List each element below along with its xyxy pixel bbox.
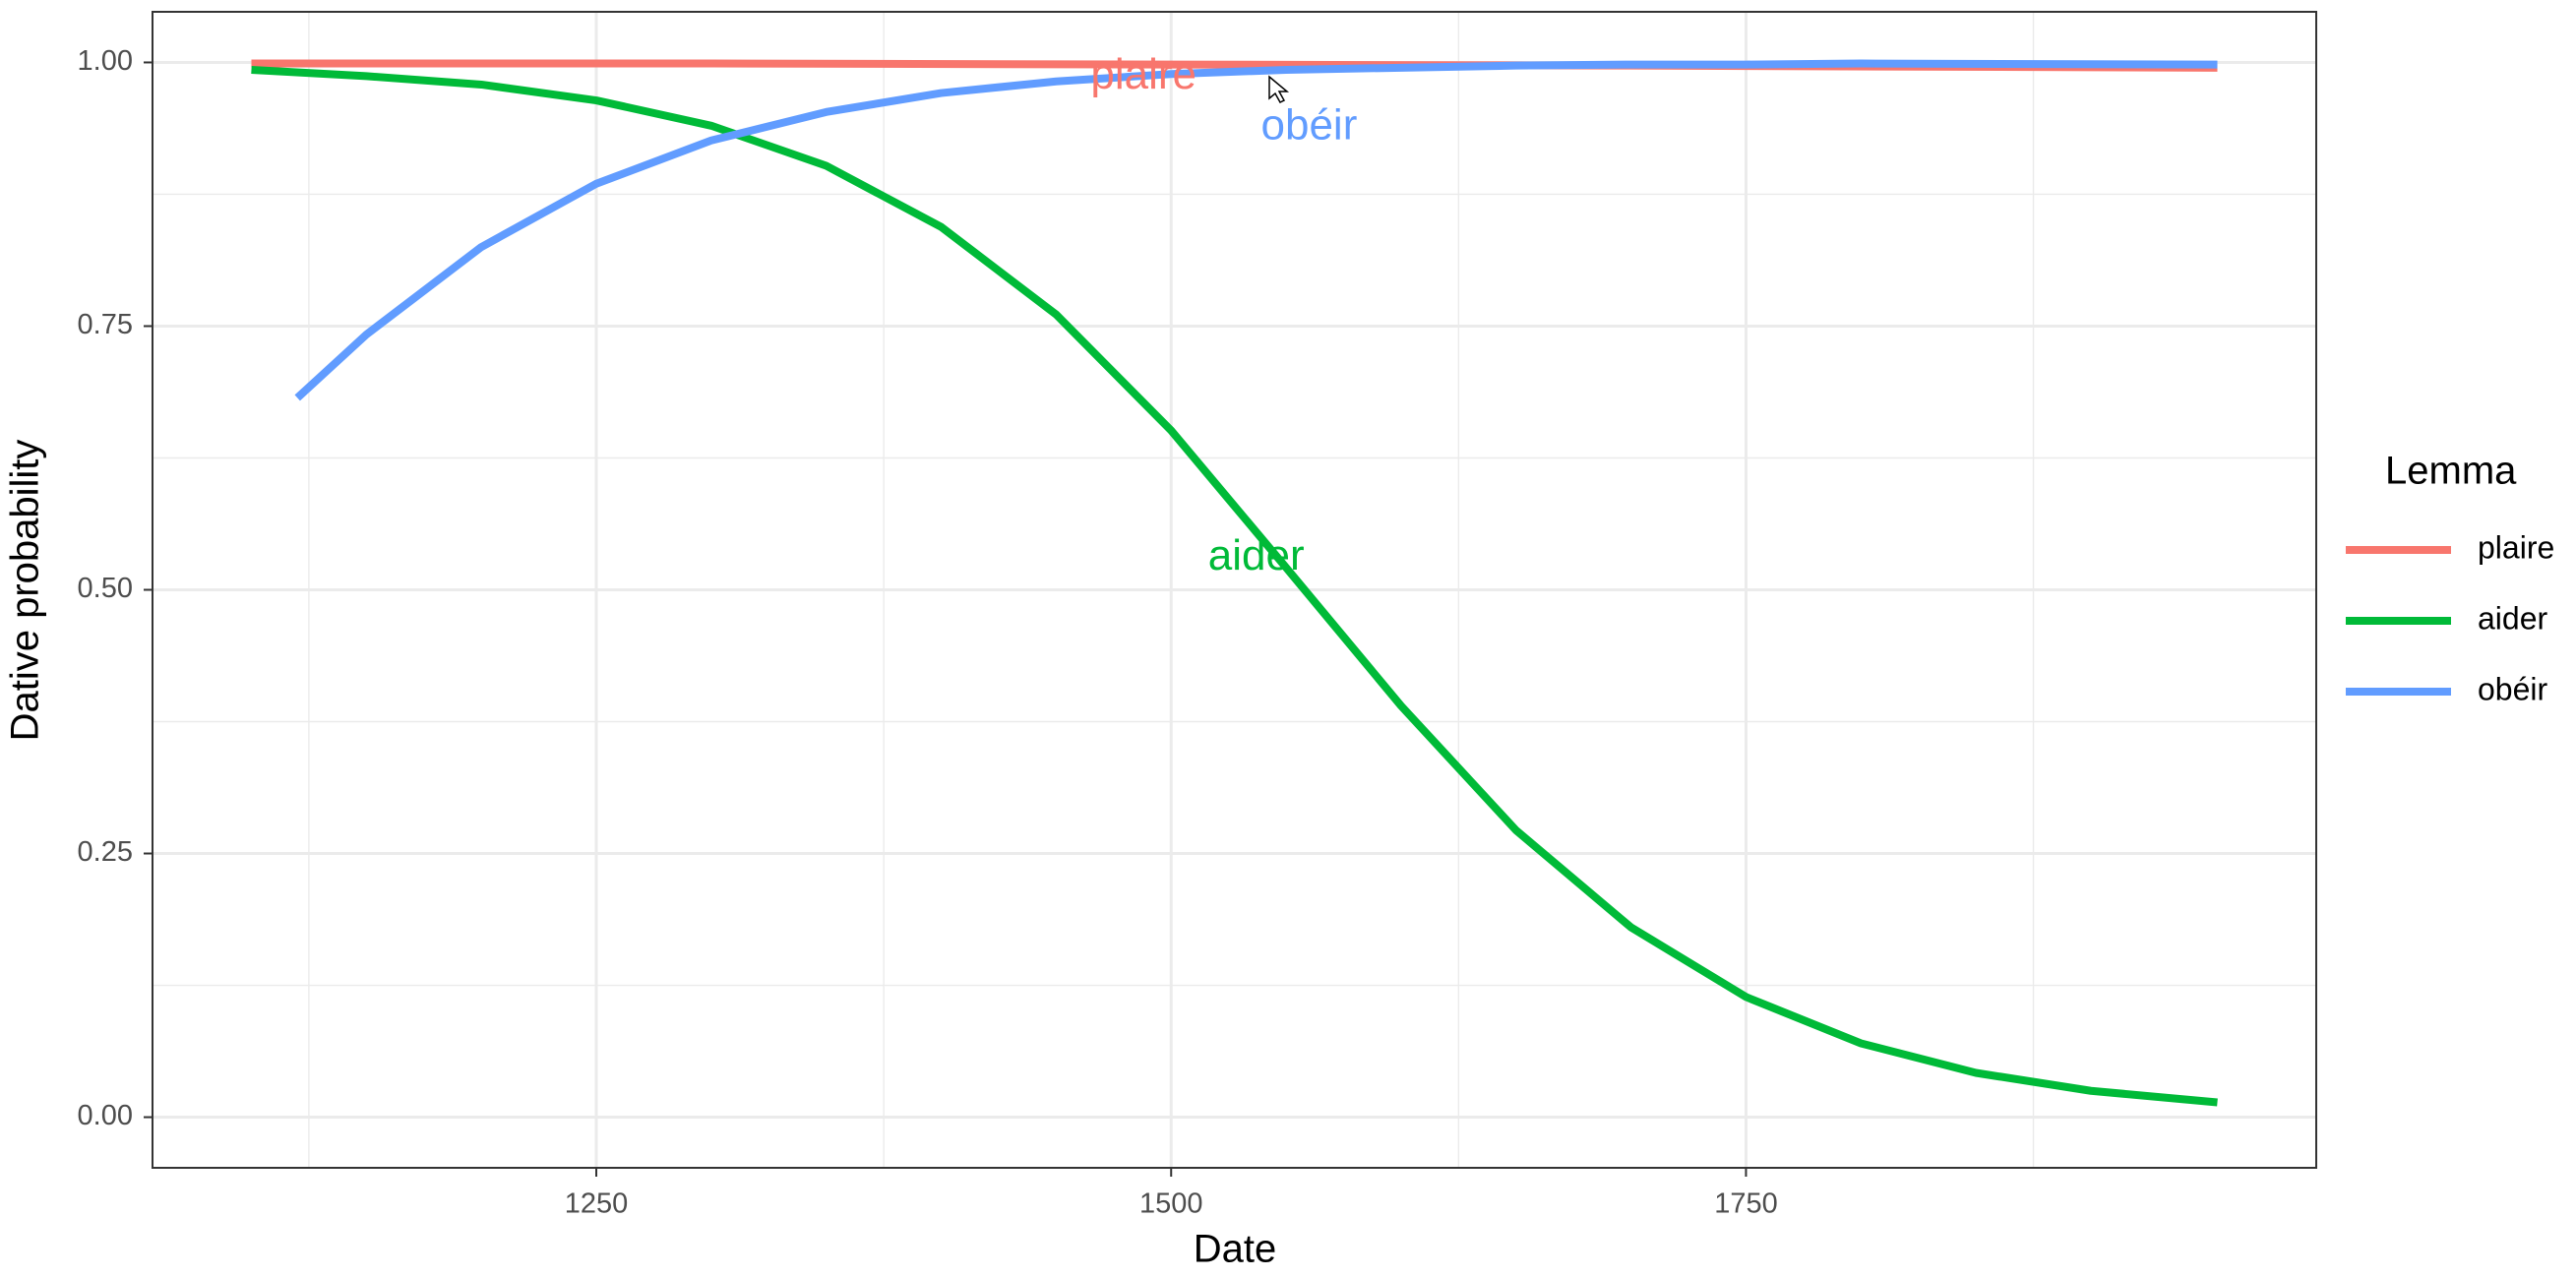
legend-label: aider xyxy=(2478,600,2548,636)
annotation: aider xyxy=(1208,531,1305,579)
y-tick-label: 0.50 xyxy=(78,573,133,604)
lines xyxy=(251,59,2218,1107)
x-tick-label: 1500 xyxy=(1139,1188,1203,1220)
legend-title: Lemma xyxy=(2385,450,2517,493)
y-axis-title: Dative probability xyxy=(4,440,47,742)
legend-label: plaire xyxy=(2478,529,2554,565)
x-axis-title: Date xyxy=(1194,1228,1277,1271)
grid xyxy=(153,12,2316,1168)
y-tick-label: 0.75 xyxy=(78,309,133,340)
y-tick-label: 1.00 xyxy=(78,45,133,77)
x-tick-label: 1250 xyxy=(565,1188,629,1220)
y-tick-label: 0.00 xyxy=(78,1100,133,1131)
annotation: obéir xyxy=(1261,101,1358,150)
series-line xyxy=(294,59,2218,401)
y-tick-label: 0.25 xyxy=(78,836,133,868)
annotation: plaire xyxy=(1090,50,1196,98)
legend-label: obéir xyxy=(2478,671,2548,706)
cursor xyxy=(1268,75,1290,103)
series-line xyxy=(251,65,2218,1107)
x-tick-label: 1750 xyxy=(1714,1188,1778,1220)
